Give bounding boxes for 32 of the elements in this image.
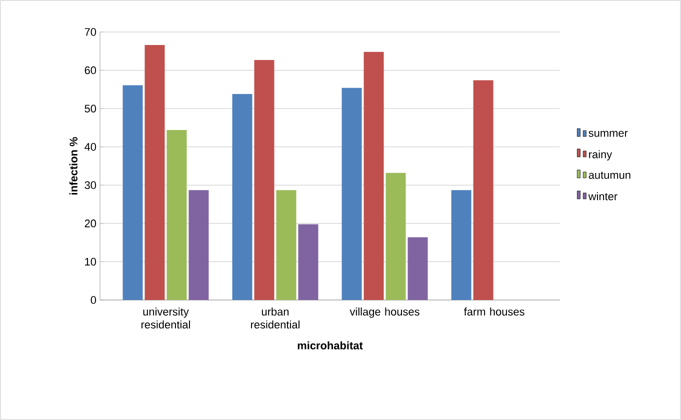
legend-label: rainy bbox=[589, 150, 612, 160]
bar bbox=[408, 237, 428, 300]
bar bbox=[188, 190, 209, 300]
y-tick-label: 60 bbox=[84, 66, 96, 74]
x-axis-title: microhabitat bbox=[298, 341, 363, 350]
y-tick-label: 10 bbox=[85, 258, 96, 266]
bar bbox=[122, 85, 143, 300]
x-tick-label: university residential bbox=[141, 308, 190, 329]
x-tick-label: village houses bbox=[350, 308, 420, 318]
y-tick-label: 0 bbox=[90, 296, 96, 304]
y-tick-label: 50 bbox=[84, 104, 96, 112]
y-tick-label: 40 bbox=[84, 142, 96, 151]
y-tick-label: 30 bbox=[84, 181, 96, 190]
legend-label: winter bbox=[588, 192, 618, 200]
x-tick-label: urban residential bbox=[251, 308, 300, 329]
bar bbox=[364, 52, 384, 300]
bar bbox=[451, 190, 472, 300]
legend-label: autumun bbox=[588, 172, 630, 179]
x-tick-label: farm houses bbox=[464, 308, 524, 316]
bar bbox=[386, 172, 406, 300]
bar bbox=[254, 60, 274, 300]
bar bbox=[473, 80, 494, 300]
y-axis-title: infection % bbox=[69, 137, 78, 194]
bar bbox=[232, 94, 252, 300]
legend-label: summer bbox=[588, 130, 628, 137]
bar bbox=[276, 190, 296, 300]
bar bbox=[342, 88, 362, 300]
y-tick-label: 70 bbox=[84, 28, 96, 36]
bar bbox=[298, 224, 318, 300]
bar bbox=[144, 45, 165, 300]
bar bbox=[166, 130, 187, 300]
y-tick-label: 20 bbox=[84, 220, 96, 228]
